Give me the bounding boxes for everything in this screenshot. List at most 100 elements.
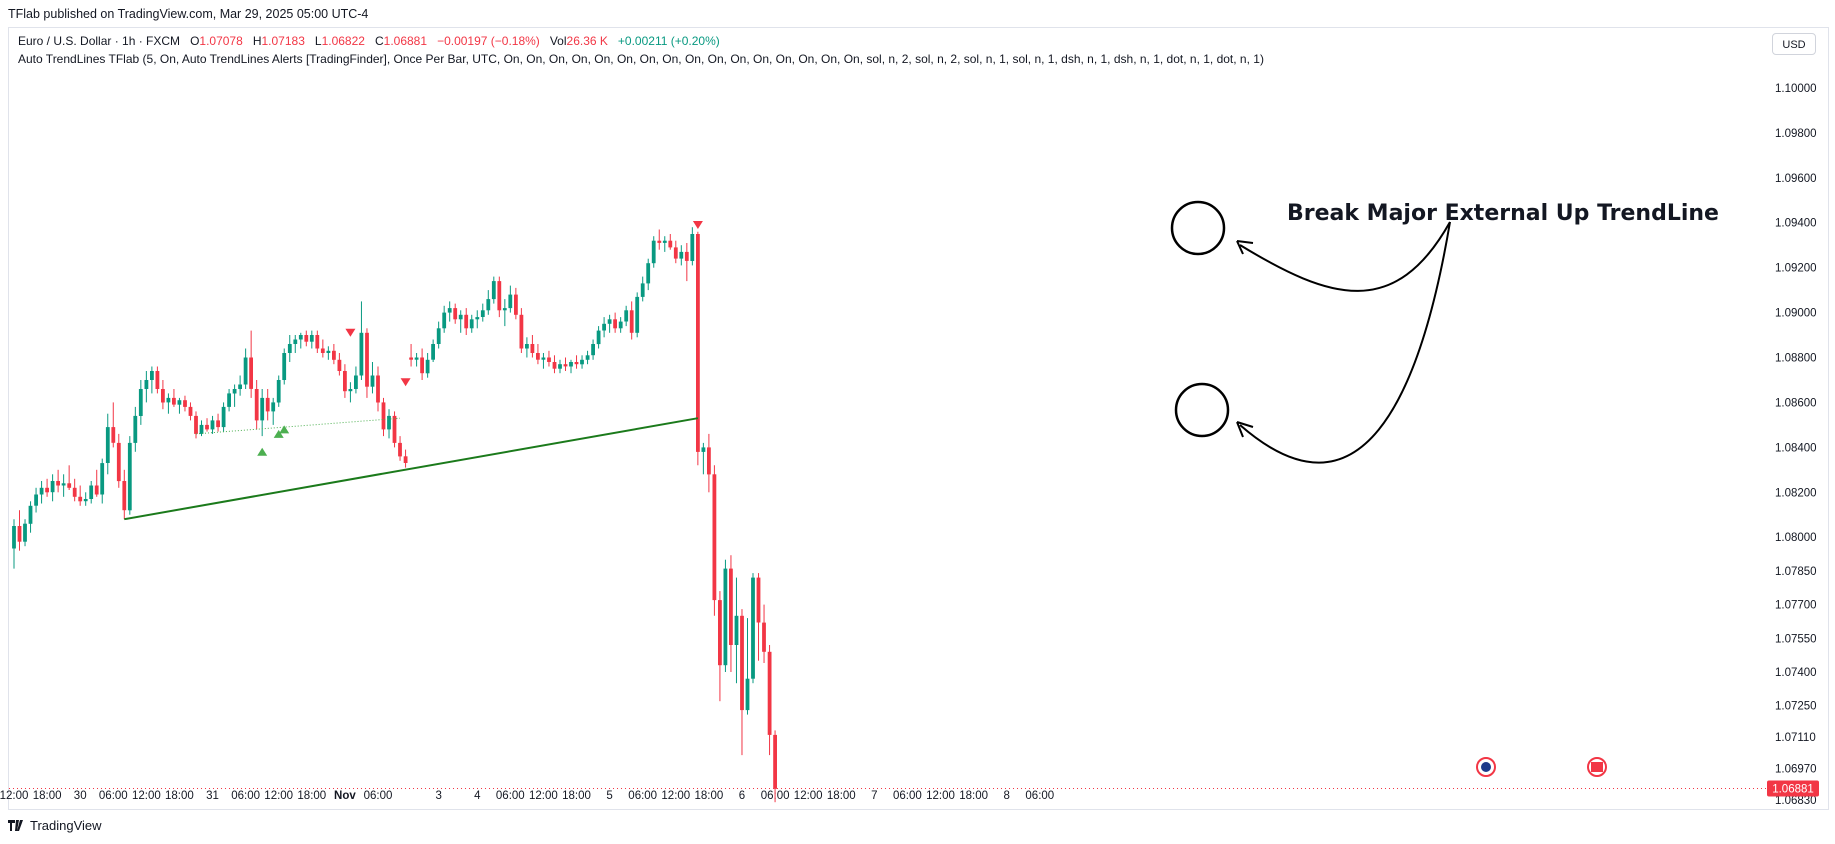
price-tick-label: 1.07850 [1775, 566, 1817, 578]
time-tick-label: 06:00 [628, 790, 657, 802]
candle [293, 335, 298, 353]
candle-body [392, 415, 397, 443]
candle-body [111, 427, 116, 443]
candle-body [409, 357, 413, 360]
candle-body [425, 359, 430, 374]
candle-body [315, 335, 320, 349]
candle [475, 310, 480, 329]
candle [34, 487, 38, 513]
candle [684, 243, 689, 282]
time-tick-label: 18:00 [33, 790, 62, 802]
candle [161, 380, 165, 410]
candle-body [762, 622, 766, 652]
annotation-group: Break Major External Up TrendLine [1170, 200, 1719, 464]
time-tick-label: 12:00 [794, 790, 823, 802]
volume-label: Vol [549, 34, 567, 48]
candle [359, 301, 364, 380]
candle-body [320, 348, 325, 353]
candle-body [662, 240, 667, 243]
price-tick-label: 1.09600 [1775, 173, 1817, 185]
price-tick-label: 1.08400 [1775, 442, 1817, 454]
indicator-legend[interactable]: Auto TrendLines TFlab (5, On, Auto Trend… [18, 52, 1264, 66]
candle-body [210, 420, 215, 430]
candle-body [23, 523, 27, 542]
candle-body [673, 247, 678, 259]
candle [442, 305, 447, 333]
currency-button[interactable]: USD [1772, 33, 1816, 55]
candle [679, 245, 684, 266]
candle [61, 474, 66, 497]
candle-body [602, 323, 606, 331]
candle [673, 240, 678, 264]
candle [552, 355, 557, 374]
major-external-up-trendline[interactable] [124, 417, 699, 521]
candle [260, 389, 265, 437]
candle [78, 485, 83, 506]
time-tick-label: 06:00 [1025, 790, 1054, 802]
candle [348, 382, 353, 403]
candle-body [12, 526, 16, 549]
candle [370, 362, 375, 394]
candle-body [282, 353, 287, 380]
signals-group [257, 221, 703, 456]
candle-body [486, 299, 491, 311]
high-value: 1.07183 [261, 34, 305, 48]
candle-body [420, 357, 424, 374]
candle-body [458, 314, 463, 320]
candle [150, 366, 154, 394]
price-tick-label: 1.06970 [1775, 764, 1817, 776]
candle [188, 402, 193, 421]
candle-body [337, 359, 342, 371]
candle [541, 353, 546, 369]
candle-body [94, 485, 99, 495]
candle-body [514, 294, 518, 315]
candle [640, 276, 645, 302]
candle [282, 348, 287, 385]
candle-body [78, 496, 83, 502]
candle [326, 346, 331, 360]
candle [243, 348, 248, 389]
candle [199, 420, 204, 437]
tradingview-brand[interactable]: TradingView [8, 818, 102, 833]
candle [740, 609, 744, 756]
symbol-title[interactable]: Euro / U.S. Dollar · 1h · FXCM [18, 34, 181, 48]
candle [249, 330, 253, 398]
candle [354, 366, 358, 394]
time-tick-label: 12:00 [926, 790, 955, 802]
candle-body [243, 357, 248, 385]
candle-body [293, 339, 298, 344]
candle-body [718, 600, 722, 666]
sell-signal-marker [345, 328, 356, 337]
candle [563, 357, 568, 371]
candle [497, 276, 502, 318]
candle-body [194, 415, 198, 434]
candle-body [502, 308, 507, 311]
candle-body [276, 380, 281, 403]
candle-body [679, 251, 684, 259]
candle-body [618, 321, 623, 329]
candle-body [381, 402, 386, 430]
candle-body [431, 344, 435, 360]
candle [447, 301, 452, 322]
price-tick-label: 1.08200 [1775, 487, 1817, 499]
time-tick-label: 18:00 [297, 790, 326, 802]
candle-body [690, 234, 695, 261]
price-tick-label: 1.07110 [1775, 732, 1816, 744]
candle-body [326, 350, 331, 353]
candle [723, 559, 728, 672]
time-tick-label: 6 [739, 790, 745, 802]
price-axis: 1.10000 1.09800 1.09600 1.09400 1.09200 1.090… [1775, 83, 1817, 807]
arrowhead-top [1236, 240, 1254, 255]
candle-body [734, 615, 739, 645]
candle-body [751, 577, 755, 679]
candle-body [563, 364, 568, 367]
candle-body [354, 375, 358, 389]
candle-body [491, 281, 496, 300]
time-tick-label: 18:00 [827, 790, 856, 802]
minor-up-trendline[interactable] [195, 417, 401, 435]
open-label: O [190, 34, 200, 48]
candle-body [651, 240, 656, 264]
candle-body [475, 317, 480, 320]
candle-body [729, 568, 733, 645]
